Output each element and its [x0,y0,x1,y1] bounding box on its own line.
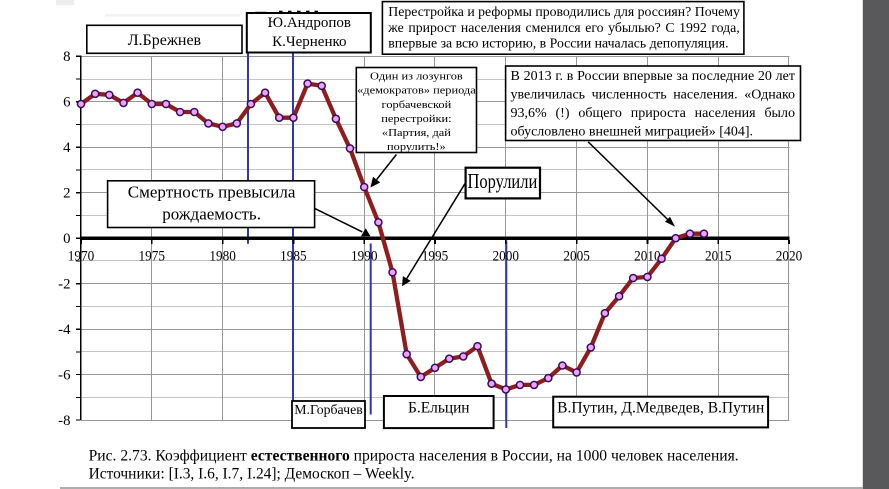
svg-text:Л.Брежнев: Л.Брежнев [128,32,202,49]
svg-text:Перестройка и реформы проводил: Перестройка и реформы проводились для ро… [388,4,740,19]
svg-text:2005: 2005 [563,249,590,265]
svg-text:обусловлено внешней миграцией»: обусловлено внешней миграцией» [404]. [511,124,754,139]
svg-text:2010: 2010 [634,249,661,265]
svg-text:2015: 2015 [705,249,732,265]
svg-text:-6: -6 [58,368,70,384]
svg-text:М.Горбачев: М.Горбачев [294,402,363,417]
svg-text:перестройки:: перестройки: [381,114,451,125]
svg-text:К.Черненко: К.Черненко [272,34,346,50]
svg-text:«демократов» периода: «демократов» периода [357,85,476,96]
svg-text:рождаемость.: рождаемость. [162,204,261,223]
svg-text:«Партия, дай: «Партия, дай [382,128,451,139]
svg-text:8: 8 [63,49,70,65]
svg-text:порулить!»: порулить!» [387,142,446,153]
svg-text:В.Путин, Д.Медведев, В.Путин: В.Путин, Д.Медведев, В.Путин [557,399,764,416]
svg-text:4: 4 [63,140,71,156]
svg-text:горбачевской: горбачевской [382,100,452,111]
svg-text:же прирост населения сменился: же прирост населения сменился его убылью… [387,20,739,35]
svg-text:увеличилась численность населе: увеличилась численность населения. «Одна… [511,88,796,103]
svg-text:Б.Ельцин: Б.Ельцин [408,400,470,417]
svg-text:Порулили: Порулили [468,170,538,194]
svg-text:Рис. 2.73. Коэффициент естеств: Рис. 2.73. Коэффициент естественного при… [89,447,739,464]
svg-text:впервые за всю историю, в Росс: впервые за всю историю, в России началас… [388,35,728,50]
svg-text:2: 2 [63,186,70,202]
svg-text:93,6% (!) общего прироста насе: 93,6% (!) общего прироста населения было [511,106,795,121]
svg-text:Смертность превысила: Смертность превысила [128,183,296,202]
svg-text:6: 6 [63,95,70,111]
svg-text:-8: -8 [58,413,70,429]
svg-text:В 2013 г. в России впервые за: В 2013 г. в России впервые за последние … [511,69,795,84]
svg-text:Ю.Андропов: Ю.Андропов [268,15,351,31]
svg-text:1995: 1995 [422,249,449,265]
svg-text:2000: 2000 [493,249,520,265]
svg-text:Один из лозунгов: Один из лозунгов [370,71,463,82]
svg-text:-4: -4 [58,322,71,338]
svg-text:-2: -2 [58,277,70,293]
svg-text:Источники: [I.3, I.6, I.7, I.2: Источники: [I.3, I.6, I.7, I.24]; Демоск… [89,465,415,482]
svg-text:1975: 1975 [139,249,166,265]
svg-text:1985: 1985 [280,249,307,265]
svg-text:2020: 2020 [776,249,803,265]
svg-text:1980: 1980 [209,249,236,265]
svg-text:1970: 1970 [68,249,95,265]
svg-text:0: 0 [63,231,70,247]
svg-text:1990: 1990 [351,249,378,265]
